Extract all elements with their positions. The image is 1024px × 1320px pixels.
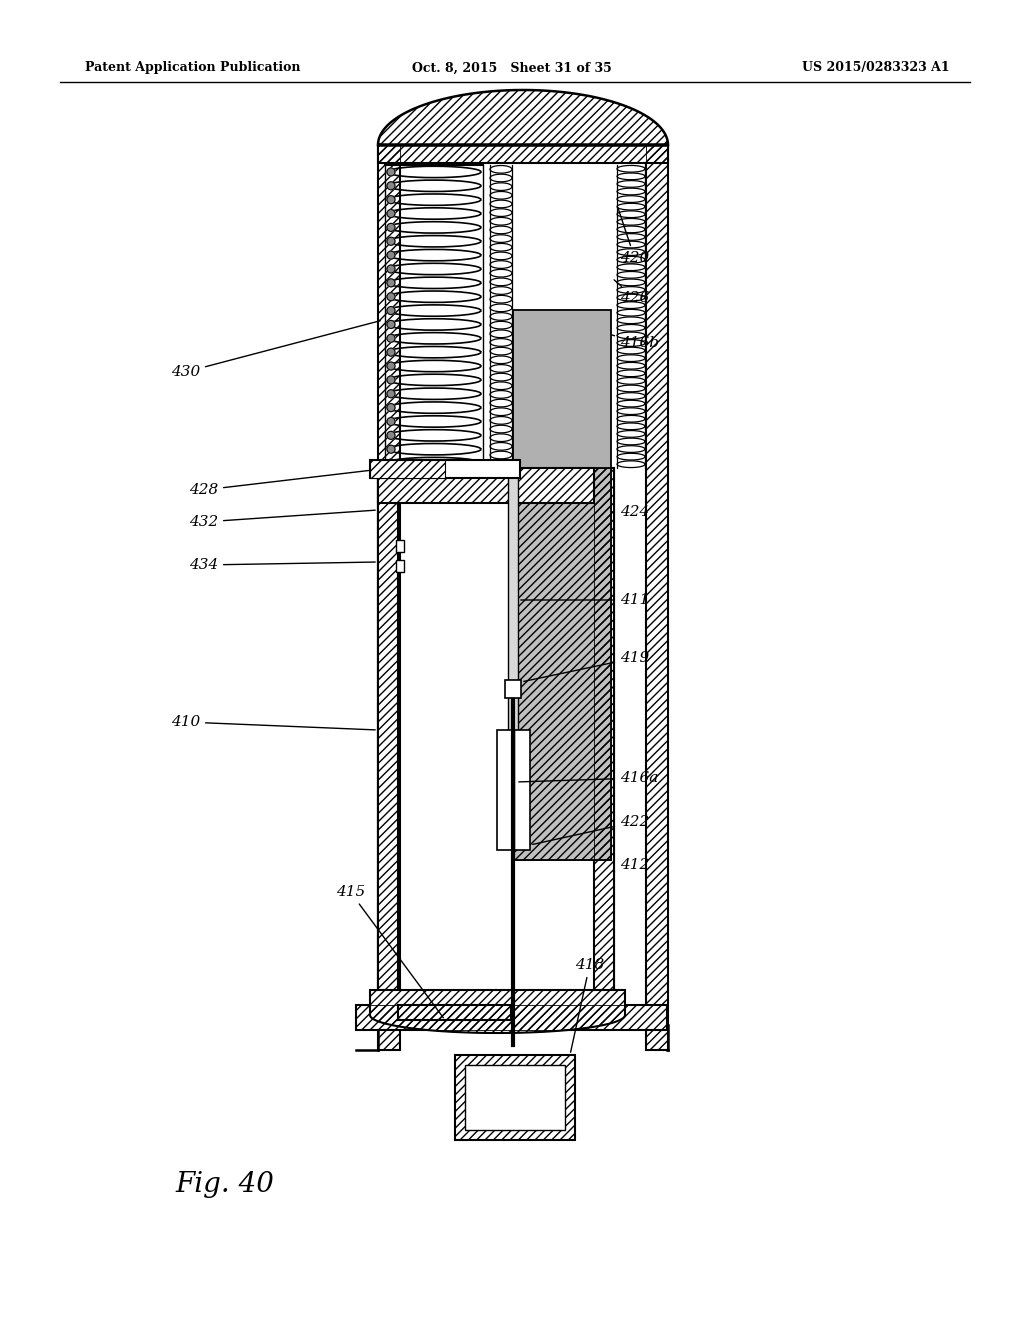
Bar bbox=[378, 469, 398, 1008]
Circle shape bbox=[387, 432, 395, 440]
Circle shape bbox=[387, 362, 395, 370]
Bar bbox=[396, 560, 404, 572]
Bar bbox=[505, 680, 521, 698]
Bar bbox=[356, 1005, 667, 1030]
Circle shape bbox=[387, 182, 395, 190]
Bar bbox=[646, 145, 668, 1049]
Circle shape bbox=[387, 348, 395, 356]
Text: 422: 422 bbox=[532, 814, 649, 845]
Text: 428: 428 bbox=[188, 470, 371, 498]
Bar bbox=[370, 459, 520, 478]
Circle shape bbox=[387, 334, 395, 342]
Bar bbox=[378, 469, 398, 1008]
Text: 415: 415 bbox=[336, 884, 443, 1018]
Bar bbox=[455, 1055, 575, 1140]
Circle shape bbox=[387, 376, 395, 384]
Text: 424: 424 bbox=[612, 506, 649, 519]
Circle shape bbox=[387, 306, 395, 314]
Text: 419: 419 bbox=[523, 651, 649, 681]
Circle shape bbox=[387, 445, 395, 453]
Circle shape bbox=[387, 459, 395, 467]
Circle shape bbox=[387, 265, 395, 273]
Bar bbox=[378, 145, 400, 1049]
Text: 410: 410 bbox=[171, 715, 375, 730]
Circle shape bbox=[387, 321, 395, 329]
Circle shape bbox=[387, 417, 395, 425]
Bar bbox=[513, 310, 611, 469]
Bar bbox=[594, 469, 614, 1008]
Text: 434: 434 bbox=[188, 558, 375, 572]
Text: 420: 420 bbox=[617, 207, 649, 265]
Text: 432: 432 bbox=[188, 511, 375, 529]
Bar bbox=[378, 145, 668, 162]
Text: 412: 412 bbox=[614, 858, 649, 873]
Bar bbox=[378, 145, 400, 1049]
Polygon shape bbox=[378, 90, 668, 145]
Text: 426: 426 bbox=[614, 280, 649, 305]
Bar bbox=[356, 1005, 667, 1030]
Bar bbox=[378, 469, 594, 503]
Bar bbox=[396, 540, 404, 552]
Circle shape bbox=[387, 223, 395, 231]
Bar bbox=[378, 469, 594, 503]
Bar bbox=[465, 1065, 565, 1130]
Bar bbox=[398, 1005, 511, 1020]
Circle shape bbox=[387, 293, 395, 301]
Circle shape bbox=[387, 210, 395, 218]
Circle shape bbox=[387, 251, 395, 259]
Bar bbox=[646, 145, 668, 1049]
Bar bbox=[594, 469, 614, 1008]
Bar bbox=[513, 469, 611, 861]
Bar bbox=[398, 1005, 511, 1020]
Circle shape bbox=[387, 389, 395, 397]
Text: Oct. 8, 2015   Sheet 31 of 35: Oct. 8, 2015 Sheet 31 of 35 bbox=[412, 62, 612, 74]
Text: 418: 418 bbox=[570, 958, 604, 1052]
Text: Patent Application Publication: Patent Application Publication bbox=[85, 62, 300, 74]
Circle shape bbox=[387, 404, 395, 412]
Bar bbox=[370, 459, 445, 478]
Circle shape bbox=[387, 279, 395, 286]
Text: US 2015/0283323 A1: US 2015/0283323 A1 bbox=[803, 62, 950, 74]
Circle shape bbox=[387, 195, 395, 203]
Bar bbox=[455, 1055, 575, 1140]
Text: 430: 430 bbox=[171, 321, 380, 379]
Circle shape bbox=[387, 238, 395, 246]
Bar bbox=[508, 470, 518, 820]
Text: Fig. 40: Fig. 40 bbox=[175, 1172, 273, 1199]
Bar bbox=[497, 730, 530, 850]
Bar bbox=[370, 459, 445, 478]
Polygon shape bbox=[370, 990, 625, 1034]
Bar bbox=[513, 469, 611, 861]
Text: 416a: 416a bbox=[519, 771, 658, 785]
Bar bbox=[378, 145, 668, 162]
Text: 411: 411 bbox=[521, 593, 649, 607]
Circle shape bbox=[387, 168, 395, 176]
Bar bbox=[378, 469, 614, 1008]
Text: 416b: 416b bbox=[612, 335, 659, 350]
